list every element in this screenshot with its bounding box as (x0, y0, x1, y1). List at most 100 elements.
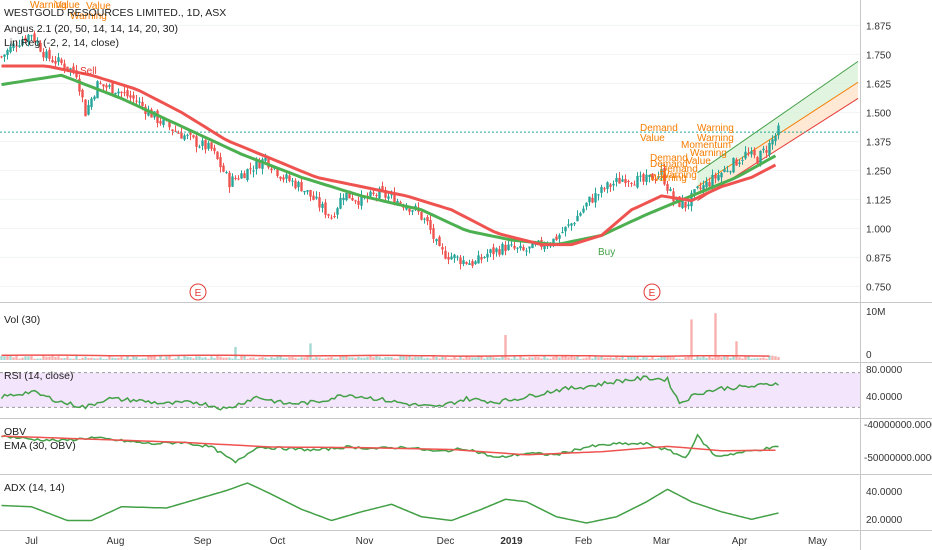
candle (723, 169, 726, 172)
volume-bar (447, 358, 450, 360)
candle (45, 51, 48, 59)
candle (744, 151, 747, 159)
volume-bar (696, 355, 699, 360)
rsi-panel[interactable] (0, 372, 860, 411)
price-axis[interactable]: 1.875 1.750 1.625 1.500 1.375 1.250 1.125 1.000… (866, 21, 891, 293)
signal-annotation: Value (86, 1, 111, 12)
candle (372, 192, 375, 194)
candle (588, 196, 591, 203)
volume-bar (363, 357, 366, 360)
candle (333, 215, 336, 217)
volume-bar (138, 358, 141, 360)
volume-bar (681, 358, 684, 360)
adx-axis[interactable]: 40.0000 20.0000 (866, 487, 903, 526)
volume-panel[interactable] (0, 313, 780, 360)
candle (519, 245, 522, 249)
candle (384, 190, 387, 198)
obv-panel[interactable] (1, 433, 779, 464)
volume-bar (525, 358, 528, 360)
candle (255, 160, 258, 170)
volume-bar (468, 357, 471, 360)
candle (480, 257, 483, 260)
candle (66, 66, 69, 71)
adx-panel[interactable] (1, 482, 779, 524)
adx-tick-label: 20.0000 (866, 515, 903, 526)
candle (252, 170, 255, 172)
rsi-title[interactable]: RSI (14, close) (4, 370, 73, 382)
obv-ema-title[interactable]: EMA (30, OBV) (4, 440, 76, 452)
rsi-tick-label: 80.0000 (866, 365, 903, 376)
candle (600, 186, 603, 193)
candle (210, 142, 213, 149)
volume-bar (120, 356, 123, 360)
time-tick-label: Mar (653, 536, 671, 547)
candle (471, 261, 474, 266)
candle (411, 210, 414, 212)
volume-bar (720, 357, 723, 360)
volume-bar (657, 358, 660, 360)
volume-bar (243, 356, 246, 360)
candle (516, 247, 519, 249)
indicator-label-linreg[interactable]: Lin Reg (-2, 2, 14, close) (4, 37, 119, 49)
earnings-marker-2[interactable]: E (643, 283, 661, 301)
adx-title[interactable]: ADX (14, 14) (4, 482, 65, 494)
volume-bar (18, 358, 21, 360)
candle (351, 197, 354, 201)
volume-bar (225, 357, 228, 360)
volume-title[interactable]: Vol (30) (4, 314, 40, 326)
rsi-axis[interactable]: 80.0000 40.0000 (866, 365, 903, 403)
indicator-label-angus[interactable]: Angus 2.1 (20, 50, 14, 14, 14, 20, 30) (4, 23, 178, 35)
candle (747, 153, 750, 155)
candle (573, 223, 576, 225)
time-tick-label: Dec (437, 536, 455, 547)
obv-title[interactable]: OBV (4, 426, 26, 438)
obv-axis[interactable]: -40000000.0000 -50000000.0000 (864, 420, 932, 464)
candle (552, 238, 555, 246)
candle (777, 125, 780, 136)
volume-bar (543, 355, 546, 360)
time-axis[interactable]: Jul Aug Sep Oct Nov Dec 2019 Feb Mar Apr May (25, 536, 827, 547)
candle (39, 42, 42, 52)
volume-bar (57, 356, 60, 360)
candle (576, 215, 579, 222)
candle (0, 56, 3, 58)
volume-bar (207, 358, 210, 360)
volume-bar (111, 357, 114, 360)
candle (756, 157, 759, 164)
earnings-marker-1[interactable]: E (189, 283, 207, 301)
candle (354, 200, 357, 202)
candle (42, 52, 45, 58)
volume-bar (297, 358, 300, 360)
candle (492, 247, 495, 255)
earnings-label: E (195, 288, 202, 299)
candle (228, 172, 231, 188)
volume-axis[interactable]: 10M 0 (866, 307, 885, 361)
volume-bar (387, 357, 390, 360)
candle (222, 165, 225, 172)
volume-bar (279, 356, 282, 360)
candle (714, 174, 717, 179)
candle (168, 121, 171, 128)
candle (195, 136, 198, 147)
volume-bar (108, 355, 111, 360)
candle (741, 159, 744, 161)
volume-bar (300, 357, 303, 360)
volume-bar (573, 357, 576, 360)
candle (507, 244, 510, 251)
volume-bar (423, 358, 426, 360)
candle (204, 140, 207, 150)
volume-bar (378, 356, 381, 360)
volume-bar (582, 358, 585, 360)
volume-bar (54, 356, 57, 360)
volume-bar (693, 358, 696, 360)
candle (294, 180, 297, 189)
volume-bar (357, 356, 360, 360)
candle (444, 250, 447, 259)
volume-bar (390, 357, 393, 360)
volume-bar (531, 357, 534, 360)
volume-bar (690, 319, 693, 360)
candle (249, 168, 252, 170)
volume-bar (171, 358, 174, 360)
